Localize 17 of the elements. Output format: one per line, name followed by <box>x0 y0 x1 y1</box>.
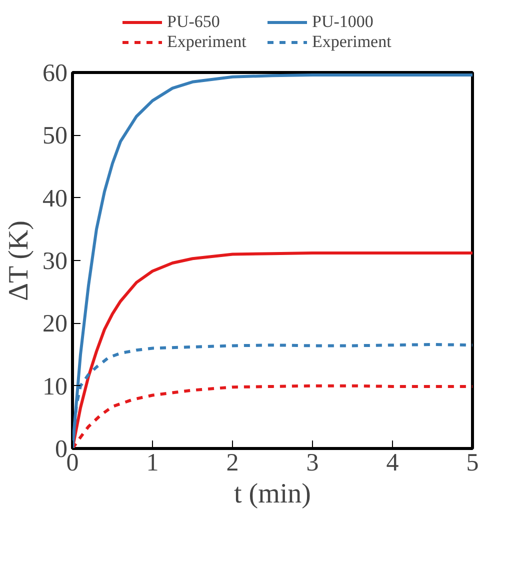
legend-label: Experiment <box>167 32 248 52</box>
x-tick-label: 2 <box>226 450 239 476</box>
y-axis-title: ΔT (K) <box>4 220 34 301</box>
legend-label: Experiment <box>312 32 392 52</box>
x-tick-label: 3 <box>306 450 319 476</box>
y-tick-label: 20 <box>42 310 68 338</box>
legend-label: PU-1000 <box>312 12 374 32</box>
y-tick-label: 60 <box>42 60 68 87</box>
x-tick-label: 4 <box>386 450 400 476</box>
x-tick-label: 1 <box>146 450 159 476</box>
x-tick-label: 5 <box>466 450 479 476</box>
y-tick-label: 30 <box>42 248 68 275</box>
x-axis-title: t (min) <box>234 478 312 510</box>
y-tick-label: 50 <box>42 122 68 150</box>
y-tick-label: 40 <box>42 185 68 212</box>
y-tick-label: 10 <box>42 373 68 400</box>
legend-label: PU-650 <box>167 12 221 32</box>
